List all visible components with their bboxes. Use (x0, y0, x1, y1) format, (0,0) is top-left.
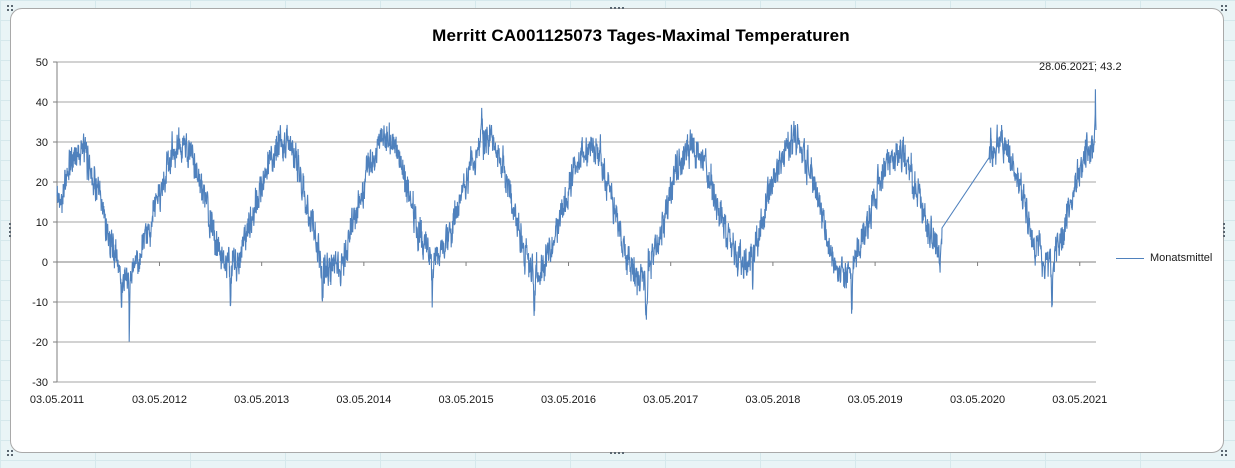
x-axis-tick-label: 03.05.2021 (1052, 394, 1107, 406)
y-axis-tick-label: 0 (42, 257, 48, 269)
x-axis-tick-label: 03.05.2014 (336, 394, 391, 406)
legend-label: Monatsmittel (1150, 252, 1213, 264)
chart-resize-handle-bottom-middle[interactable] (610, 452, 624, 454)
chart-resize-handle-bottom-left[interactable] (7, 450, 13, 456)
x-axis-tick-label: 03.05.2015 (439, 394, 494, 406)
chart-resize-handle-top-left[interactable] (7, 5, 13, 11)
chart-resize-handle-top-right[interactable] (1221, 5, 1227, 11)
x-axis-tick-label: 03.05.2017 (643, 394, 698, 406)
y-axis-tick-label: 10 (36, 217, 48, 229)
chart-resize-handle-middle-left[interactable] (9, 223, 11, 237)
chart-legend[interactable]: Monatsmittel (1116, 252, 1212, 264)
x-axis-tick-label: 03.05.2011 (30, 394, 84, 406)
chart-resize-handle-bottom-right[interactable] (1221, 450, 1227, 456)
x-axis-tick-label: 03.05.2016 (541, 394, 596, 406)
x-axis-tick-label: 03.05.2020 (950, 394, 1005, 406)
temperature-series-line[interactable] (56, 89, 1097, 342)
y-axis-tick-label: -20 (32, 337, 48, 349)
x-axis-tick-label: 03.05.2013 (234, 394, 289, 406)
chart-resize-handle-top-middle[interactable] (610, 7, 624, 9)
x-axis-tick-label: 03.05.2012 (132, 394, 187, 406)
legend-line-icon (1116, 257, 1144, 259)
chart-title[interactable]: Merritt CA001125073 Tages-Maximal Temper… (432, 26, 850, 45)
y-axis-tick-label: -10 (32, 297, 48, 309)
x-axis-tick-label: 03.05.2019 (848, 394, 903, 406)
y-axis-tick-label: 50 (36, 57, 48, 69)
x-axis-tick-label: 03.05.2018 (745, 394, 800, 406)
y-axis-tick-label: 20 (36, 177, 48, 189)
max-data-label[interactable]: 28.06.2021; 43.2 (1039, 61, 1122, 73)
y-axis-tick-label: 40 (36, 97, 48, 109)
y-axis-tick-label: 30 (36, 137, 48, 149)
y-axis-tick-label: -30 (32, 377, 48, 389)
chart-resize-handle-middle-right[interactable] (1223, 223, 1225, 237)
